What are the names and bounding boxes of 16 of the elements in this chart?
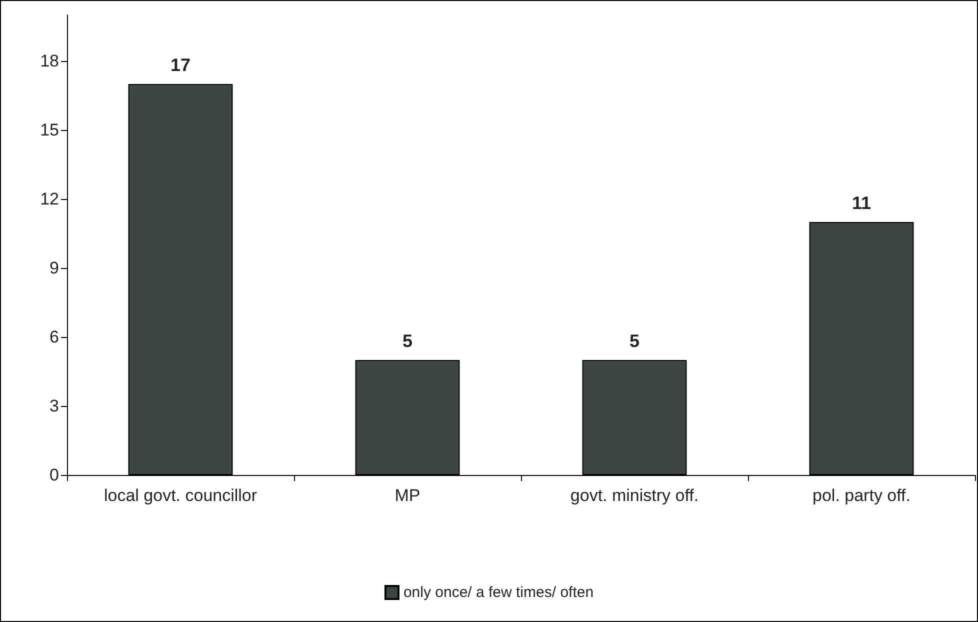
x-tick-label: govt. ministry off. — [570, 486, 699, 505]
data-label: 5 — [629, 331, 640, 351]
y-tick-label: 0 — [50, 466, 59, 484]
y-tick-label: 6 — [50, 328, 59, 346]
y-tick-label: 3 — [50, 396, 59, 416]
data-label: 11 — [852, 193, 872, 213]
y-tick-label: 15 — [40, 120, 59, 140]
y-tick-label: 12 — [40, 190, 59, 208]
legend-label: only once/ a few times/ often — [403, 584, 594, 601]
x-tick-label: local govt. councillor — [104, 486, 258, 505]
y-tick-label: 18 — [40, 52, 59, 70]
x-tick-label: MP — [394, 486, 420, 505]
data-label: 5 — [402, 331, 413, 351]
y-tick-label: 9 — [50, 258, 59, 278]
x-tick-label: pol. party off. — [812, 486, 910, 505]
data-label: 17 — [170, 55, 191, 75]
